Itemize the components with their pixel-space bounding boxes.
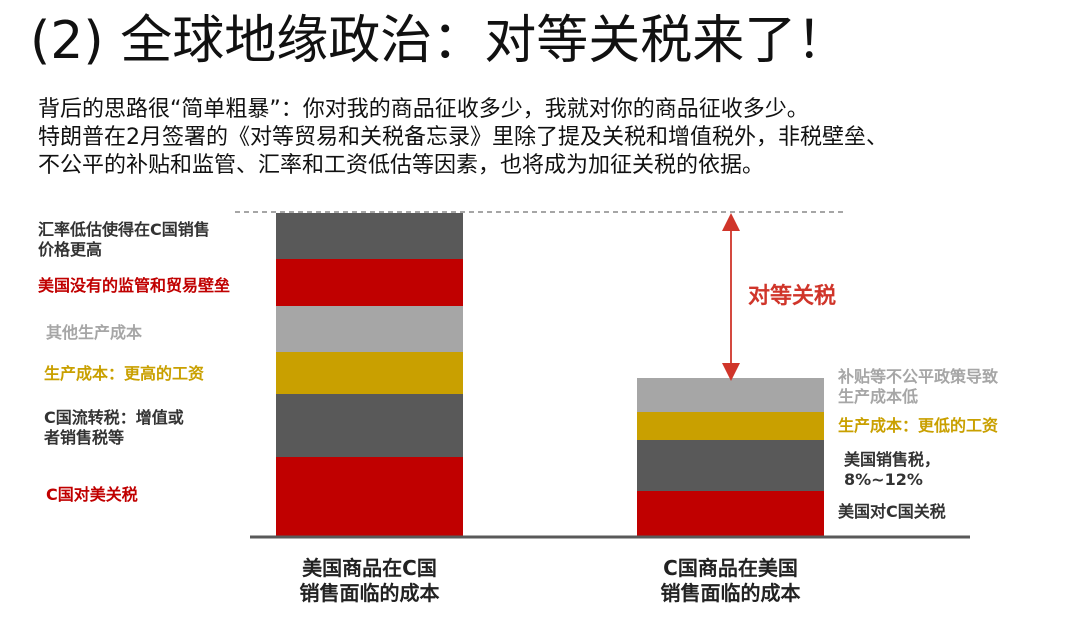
label-turnover-tax: C国流转税：增值或 者销售税等 — [44, 408, 184, 447]
label-exchange-rate: 汇率低估使得在C国销售 价格更高 — [38, 220, 210, 259]
label-lower-wages: 生产成本：更低的工资 — [838, 416, 999, 435]
right-bar-segment-subsidies — [637, 378, 824, 412]
left-bar-segment-turnover-tax — [276, 394, 463, 457]
intro-line-2: 特朗普在2月签署的《对等贸易和关税备忘录》里除了提及关税和增值税外，非税壁垒、 — [38, 125, 888, 150]
left-bar-segment-other-costs — [276, 306, 463, 352]
right-bar-caption: C国商品在美国 销售面临的成本 — [660, 556, 801, 605]
slide-title: (2) 全球地缘政治：对等关税来了！ — [30, 11, 849, 71]
label-other-costs: 其他生产成本 — [46, 323, 143, 342]
label-regulation-barriers: 美国没有的监管和贸易壁垒 — [38, 276, 231, 295]
reciprocal-tariff-label: 对等关税 — [748, 284, 837, 309]
right-bar-segment-us-tariff — [637, 491, 824, 536]
right-bar-segment-lower-wages — [637, 412, 824, 440]
right-bar-segment-sales-tax — [637, 440, 824, 491]
intro-line-3: 不公平的补贴和监管、汇率和工资低估等因素，也将成为加征关税的依据。 — [38, 153, 765, 178]
label-higher-wages: 生产成本：更高的工资 — [44, 364, 205, 383]
left-bar-segment-regulation-barriers — [276, 259, 463, 306]
intro-text: 背后的思路很“简单粗暴”：你对我的商品征收多少，我就对你的商品征收多少。 特朗普… — [38, 96, 1068, 180]
left-bar-caption: 美国商品在C国 销售面临的成本 — [299, 556, 440, 605]
left-bar-segment-us-tariff — [276, 457, 463, 536]
left-bar-segment-exchange-rate — [276, 213, 463, 259]
left-bar-segment-higher-wages — [276, 352, 463, 394]
intro-line-1: 背后的思路很“简单粗暴”：你对我的商品征收多少，我就对你的商品征收多少。 — [38, 97, 809, 122]
label-c-tariff-on-us: C国对美关税 — [46, 485, 138, 504]
label-us-sales-tax: 美国销售税， 8%~12% — [844, 450, 941, 489]
label-us-tariff-on-c: 美国对C国关税 — [838, 502, 946, 521]
label-subsidies: 补贴等不公平政策导致 生产成本低 — [838, 367, 999, 406]
